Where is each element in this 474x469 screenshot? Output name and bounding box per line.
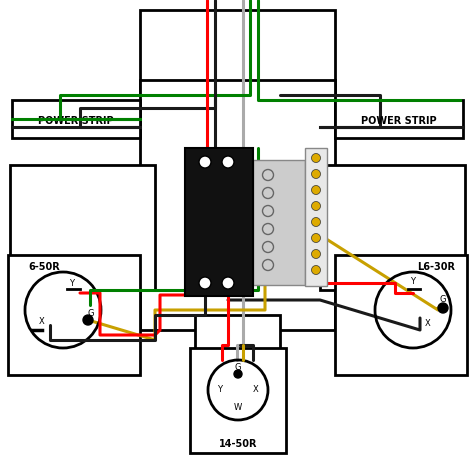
Bar: [190, 348, 286, 453]
Circle shape: [222, 156, 234, 168]
Bar: [8, 255, 140, 375]
Text: G: G: [88, 310, 94, 318]
Circle shape: [311, 202, 320, 211]
Text: Y: Y: [218, 386, 222, 394]
Circle shape: [234, 370, 242, 378]
Text: Y: Y: [410, 278, 416, 287]
Bar: [140, 10, 335, 95]
Bar: [253, 160, 305, 285]
Text: 14-50R: 14-50R: [219, 439, 257, 449]
Text: POWER STRIP: POWER STRIP: [361, 116, 437, 126]
Circle shape: [199, 156, 211, 168]
Bar: [10, 165, 155, 290]
Text: G: G: [440, 295, 446, 304]
Bar: [320, 165, 465, 290]
Text: X: X: [39, 318, 45, 326]
Text: W: W: [234, 403, 242, 413]
Text: X: X: [253, 386, 259, 394]
Bar: [185, 148, 253, 296]
Circle shape: [311, 234, 320, 242]
Text: Y: Y: [70, 279, 74, 287]
Circle shape: [311, 218, 320, 227]
Text: X: X: [425, 318, 431, 327]
Text: 6-50R: 6-50R: [28, 262, 60, 272]
Text: POWER STRIP: POWER STRIP: [38, 116, 114, 126]
Circle shape: [438, 303, 448, 313]
Circle shape: [311, 153, 320, 162]
Circle shape: [222, 277, 234, 289]
Circle shape: [311, 169, 320, 179]
Text: L6-30R: L6-30R: [417, 262, 455, 272]
Circle shape: [311, 186, 320, 195]
Bar: [140, 80, 335, 330]
Text: G: G: [235, 363, 241, 372]
Circle shape: [83, 315, 93, 325]
Bar: [335, 100, 463, 138]
Circle shape: [311, 250, 320, 258]
Circle shape: [199, 277, 211, 289]
Circle shape: [311, 265, 320, 274]
Bar: [335, 255, 467, 375]
Bar: [305, 148, 327, 286]
Bar: [12, 100, 140, 138]
Bar: [195, 315, 280, 425]
